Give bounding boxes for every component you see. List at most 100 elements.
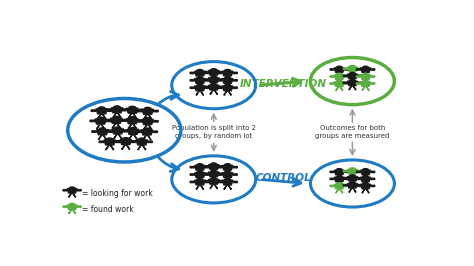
Polygon shape bbox=[339, 189, 343, 193]
Polygon shape bbox=[233, 167, 237, 168]
Polygon shape bbox=[200, 76, 204, 80]
Polygon shape bbox=[148, 124, 152, 129]
Polygon shape bbox=[361, 68, 371, 72]
Ellipse shape bbox=[225, 69, 231, 72]
Polygon shape bbox=[194, 71, 205, 76]
Polygon shape bbox=[222, 79, 233, 83]
Ellipse shape bbox=[336, 66, 342, 69]
Polygon shape bbox=[347, 81, 357, 86]
Polygon shape bbox=[108, 131, 113, 132]
Polygon shape bbox=[110, 145, 114, 150]
Polygon shape bbox=[347, 169, 357, 174]
Polygon shape bbox=[117, 123, 120, 128]
Polygon shape bbox=[137, 131, 141, 132]
Polygon shape bbox=[219, 181, 223, 182]
Polygon shape bbox=[131, 141, 136, 143]
Polygon shape bbox=[371, 83, 375, 84]
Polygon shape bbox=[153, 131, 157, 132]
Ellipse shape bbox=[106, 138, 113, 141]
Polygon shape bbox=[98, 114, 101, 119]
Polygon shape bbox=[204, 166, 209, 167]
Ellipse shape bbox=[122, 138, 129, 141]
Polygon shape bbox=[366, 175, 369, 179]
Ellipse shape bbox=[210, 84, 217, 86]
Polygon shape bbox=[154, 110, 158, 112]
Ellipse shape bbox=[129, 117, 136, 120]
Polygon shape bbox=[343, 185, 347, 186]
Polygon shape bbox=[336, 72, 339, 76]
Polygon shape bbox=[344, 185, 348, 186]
Ellipse shape bbox=[210, 170, 217, 173]
Ellipse shape bbox=[129, 106, 136, 110]
Polygon shape bbox=[228, 177, 231, 182]
Polygon shape bbox=[330, 69, 334, 70]
Polygon shape bbox=[106, 119, 110, 121]
Polygon shape bbox=[121, 144, 126, 149]
Polygon shape bbox=[356, 76, 361, 77]
Polygon shape bbox=[204, 173, 209, 174]
Polygon shape bbox=[129, 134, 133, 139]
Polygon shape bbox=[108, 110, 112, 111]
Polygon shape bbox=[127, 119, 138, 124]
Ellipse shape bbox=[113, 116, 120, 119]
Ellipse shape bbox=[363, 183, 369, 185]
Polygon shape bbox=[371, 171, 375, 173]
Polygon shape bbox=[136, 140, 147, 145]
Polygon shape bbox=[339, 175, 343, 179]
Ellipse shape bbox=[349, 65, 356, 68]
Polygon shape bbox=[356, 171, 361, 173]
Polygon shape bbox=[96, 124, 100, 129]
Polygon shape bbox=[214, 177, 218, 181]
Polygon shape bbox=[112, 123, 116, 128]
Polygon shape bbox=[219, 72, 223, 73]
Polygon shape bbox=[224, 76, 228, 80]
Polygon shape bbox=[67, 205, 77, 209]
Polygon shape bbox=[73, 193, 76, 197]
Polygon shape bbox=[347, 67, 357, 72]
Polygon shape bbox=[196, 91, 200, 95]
Polygon shape bbox=[233, 80, 237, 81]
Polygon shape bbox=[224, 91, 228, 95]
Polygon shape bbox=[228, 76, 231, 80]
Polygon shape bbox=[210, 75, 213, 80]
Polygon shape bbox=[139, 130, 144, 132]
Polygon shape bbox=[104, 140, 116, 145]
Polygon shape bbox=[214, 82, 218, 87]
Polygon shape bbox=[154, 120, 158, 122]
Ellipse shape bbox=[144, 128, 150, 131]
Polygon shape bbox=[67, 189, 77, 193]
Polygon shape bbox=[147, 135, 151, 140]
Polygon shape bbox=[371, 76, 375, 77]
Polygon shape bbox=[336, 79, 339, 84]
Polygon shape bbox=[204, 79, 209, 80]
Polygon shape bbox=[366, 182, 369, 186]
Polygon shape bbox=[218, 174, 222, 175]
Polygon shape bbox=[233, 72, 237, 74]
Polygon shape bbox=[214, 184, 218, 188]
Polygon shape bbox=[356, 178, 361, 180]
Polygon shape bbox=[148, 114, 152, 119]
Polygon shape bbox=[77, 206, 81, 207]
Polygon shape bbox=[222, 86, 233, 91]
Polygon shape bbox=[115, 141, 120, 142]
Ellipse shape bbox=[114, 106, 120, 109]
Polygon shape bbox=[210, 177, 213, 181]
Polygon shape bbox=[205, 181, 210, 183]
Polygon shape bbox=[106, 145, 109, 150]
Polygon shape bbox=[97, 130, 108, 135]
Polygon shape bbox=[343, 68, 347, 69]
Polygon shape bbox=[122, 120, 127, 121]
Polygon shape bbox=[69, 209, 72, 213]
Polygon shape bbox=[357, 75, 362, 76]
Ellipse shape bbox=[336, 183, 342, 185]
Polygon shape bbox=[334, 177, 344, 182]
Ellipse shape bbox=[210, 76, 217, 79]
Ellipse shape bbox=[138, 138, 145, 141]
Ellipse shape bbox=[98, 107, 105, 110]
Polygon shape bbox=[126, 144, 130, 149]
Polygon shape bbox=[133, 134, 137, 139]
Polygon shape bbox=[330, 83, 334, 84]
Polygon shape bbox=[101, 124, 105, 129]
Ellipse shape bbox=[349, 175, 356, 178]
Polygon shape bbox=[356, 83, 361, 84]
